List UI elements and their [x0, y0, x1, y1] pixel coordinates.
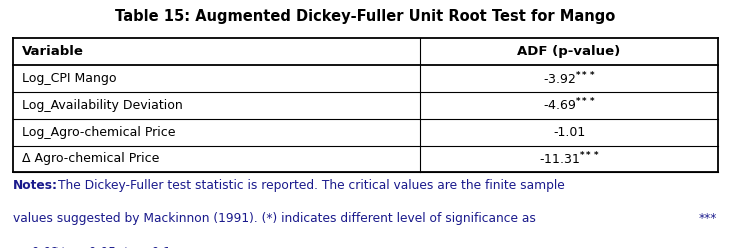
Text: ***: *** — [699, 212, 717, 225]
Text: ** p<0.05, * p<0.1.: ** p<0.05, * p<0.1. — [50, 246, 175, 248]
Text: values suggested by Mackinnon (1991). (*) indicates different level of significa: values suggested by Mackinnon (1991). (*… — [13, 212, 536, 225]
Text: Log_CPI Mango: Log_CPI Mango — [22, 72, 116, 85]
Text: p<0.01,: p<0.01, — [13, 246, 62, 248]
Text: Log_Agro-chemical Price: Log_Agro-chemical Price — [22, 126, 175, 139]
Text: Log_Availability Deviation: Log_Availability Deviation — [22, 99, 183, 112]
Text: -1.01: -1.01 — [553, 126, 586, 139]
Text: Δ Agro-chemical Price: Δ Agro-chemical Price — [22, 153, 159, 165]
Text: The Dickey-Fuller test statistic is reported. The critical values are the finite: The Dickey-Fuller test statistic is repo… — [58, 179, 565, 191]
Text: -3.92$^{\mathbf{***}}$: -3.92$^{\mathbf{***}}$ — [542, 70, 596, 87]
Text: Notes:: Notes: — [13, 179, 58, 191]
Text: ADF (p-value): ADF (p-value) — [518, 45, 621, 58]
Text: Table 15: Augmented Dickey-Fuller Unit Root Test for Mango: Table 15: Augmented Dickey-Fuller Unit R… — [115, 9, 616, 24]
Text: -4.69$^{\mathbf{***}}$: -4.69$^{\mathbf{***}}$ — [542, 97, 596, 114]
Text: Variable: Variable — [22, 45, 84, 58]
Text: -11.31$^{\mathbf{***}}$: -11.31$^{\mathbf{***}}$ — [539, 151, 599, 167]
